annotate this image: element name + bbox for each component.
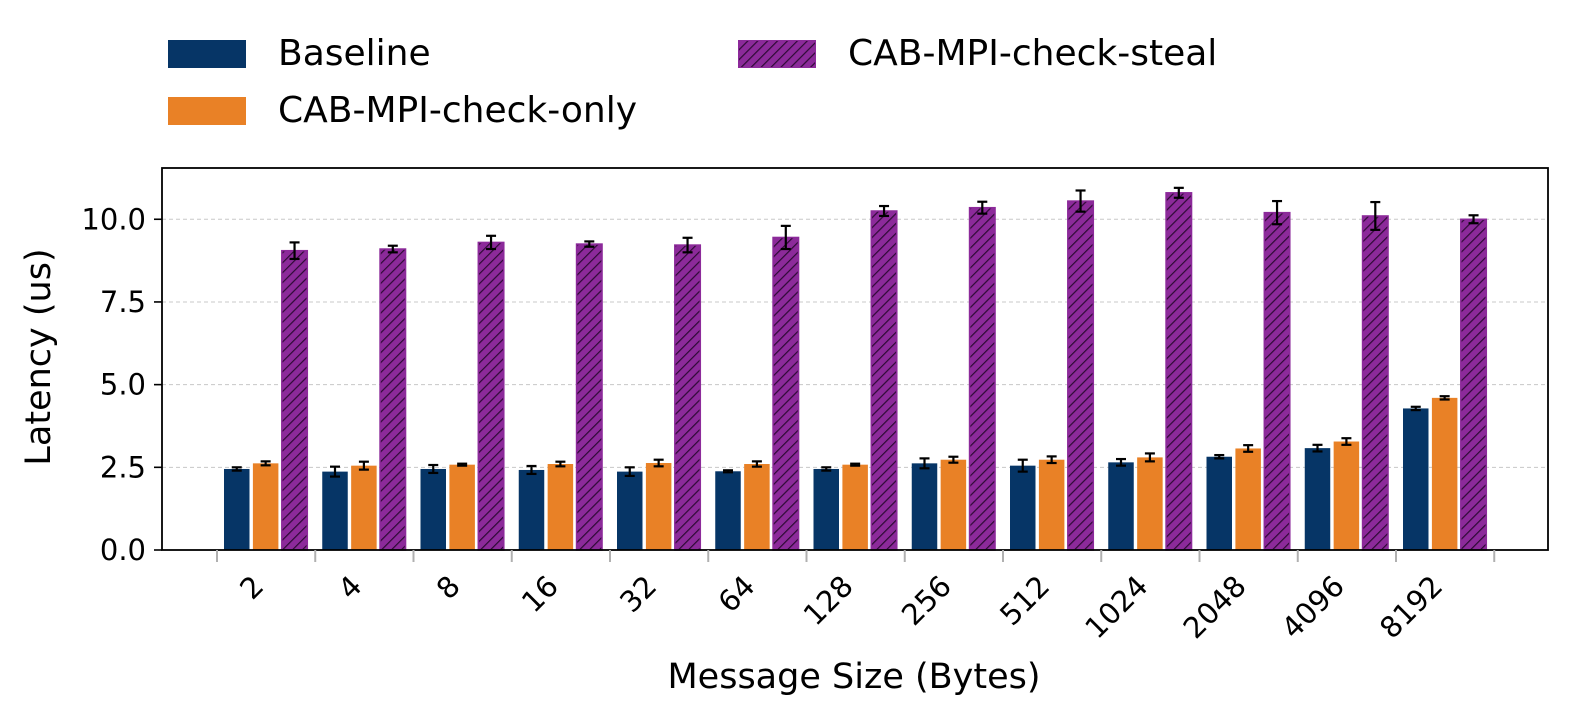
y-tick-label: 5.0 <box>100 368 146 402</box>
x-tick-label: 1024 <box>1078 569 1154 645</box>
bar-baseline <box>224 468 250 550</box>
bar-baseline <box>1206 456 1232 550</box>
bar-check-only <box>351 465 377 550</box>
x-tick-label: 4096 <box>1275 569 1351 645</box>
x-tick-label: 2 <box>233 569 270 606</box>
legend-label-check-only: CAB-MPI-check-only <box>278 90 638 131</box>
bar-check-steal <box>968 206 996 551</box>
bar-check-only <box>744 464 770 550</box>
x-axis-title: Message Size (Bytes) <box>667 657 1040 697</box>
bar-baseline <box>715 471 741 550</box>
x-tick-label: 4 <box>331 569 368 606</box>
bar-check-steal <box>379 248 407 551</box>
legend-swatch-check-steal <box>738 39 816 68</box>
x-tick-label: 128 <box>797 569 860 632</box>
bar-check-only <box>645 463 672 550</box>
x-tick-label: 32 <box>613 569 663 619</box>
bar-check-only <box>252 463 279 550</box>
bar-check-steal <box>1067 200 1095 551</box>
bar-check-only <box>547 464 574 550</box>
x-tick-label: 512 <box>993 569 1056 632</box>
bar-check-steal <box>477 241 505 551</box>
bar-check-only <box>449 464 475 550</box>
x-tick-label: 64 <box>711 569 761 619</box>
bar-check-only <box>1137 457 1163 550</box>
legend-item-baseline: Baseline <box>168 33 431 74</box>
bar-check-steal <box>1361 215 1389 551</box>
x-tick-label: 8 <box>430 569 467 606</box>
x-tick-label: 16 <box>515 569 565 619</box>
y-tick-label: 0.0 <box>100 533 146 567</box>
plot-frame <box>161 167 1549 551</box>
bar-check-steal <box>1263 211 1291 551</box>
bar-baseline <box>1108 462 1134 550</box>
grid-lines <box>162 218 1548 468</box>
bar-baseline <box>1010 465 1036 550</box>
bar-check-steal <box>575 243 603 551</box>
y-tick-label: 7.5 <box>100 285 146 319</box>
bar-check-steal <box>674 244 702 551</box>
error-bars <box>231 186 1479 478</box>
x-tick-label: 2048 <box>1177 569 1253 645</box>
legend-item-check-steal: CAB-MPI-check-steal <box>738 33 1217 74</box>
legend-swatch-check-only <box>168 96 246 125</box>
bar-check-only <box>842 464 868 550</box>
y-axis-title: Latency (us) <box>19 248 59 465</box>
bar-check-only <box>940 459 967 550</box>
x-tick-label: 256 <box>895 569 958 632</box>
bar-baseline <box>1304 448 1331 550</box>
legend-label-baseline: Baseline <box>278 33 431 74</box>
legend-item-check-only: CAB-MPI-check-only <box>168 90 637 131</box>
bar-check-steal <box>772 236 800 551</box>
bar-baseline <box>617 471 643 550</box>
legend-swatch-baseline <box>168 39 246 68</box>
bar-check-only <box>1431 397 1458 550</box>
bar-baseline <box>911 463 938 550</box>
x-tick-label: 8192 <box>1373 569 1449 645</box>
y-tick-label: 10.0 <box>81 202 146 236</box>
bar-baseline <box>1403 408 1429 550</box>
bar-baseline <box>813 468 839 550</box>
x-axis-ticks: 2 4 8 16 32 64 128 256 512 1024 2048 4096 8192 <box>216 550 1496 645</box>
bar-baseline <box>420 468 446 550</box>
bar-check-steal <box>281 249 309 551</box>
bar-check-steal <box>870 210 898 551</box>
bars <box>224 192 1488 551</box>
bar-baseline <box>518 469 545 550</box>
bar-check-only <box>1038 459 1065 550</box>
legend-label-check-steal: CAB-MPI-check-steal <box>848 33 1218 74</box>
bar-check-steal <box>1165 192 1193 551</box>
bar-check-only <box>1333 441 1360 550</box>
legend: Baseline CAB-MPI-check-only CAB-MPI-chec… <box>0 0 1578 150</box>
y-tick-label: 2.5 <box>100 450 146 484</box>
bar-baseline <box>322 471 348 550</box>
y-axis-ticks: 0.0 2.5 5.0 7.5 10.0 <box>81 202 162 567</box>
bar-check-only <box>1235 448 1261 550</box>
bar-check-steal <box>1460 218 1488 551</box>
